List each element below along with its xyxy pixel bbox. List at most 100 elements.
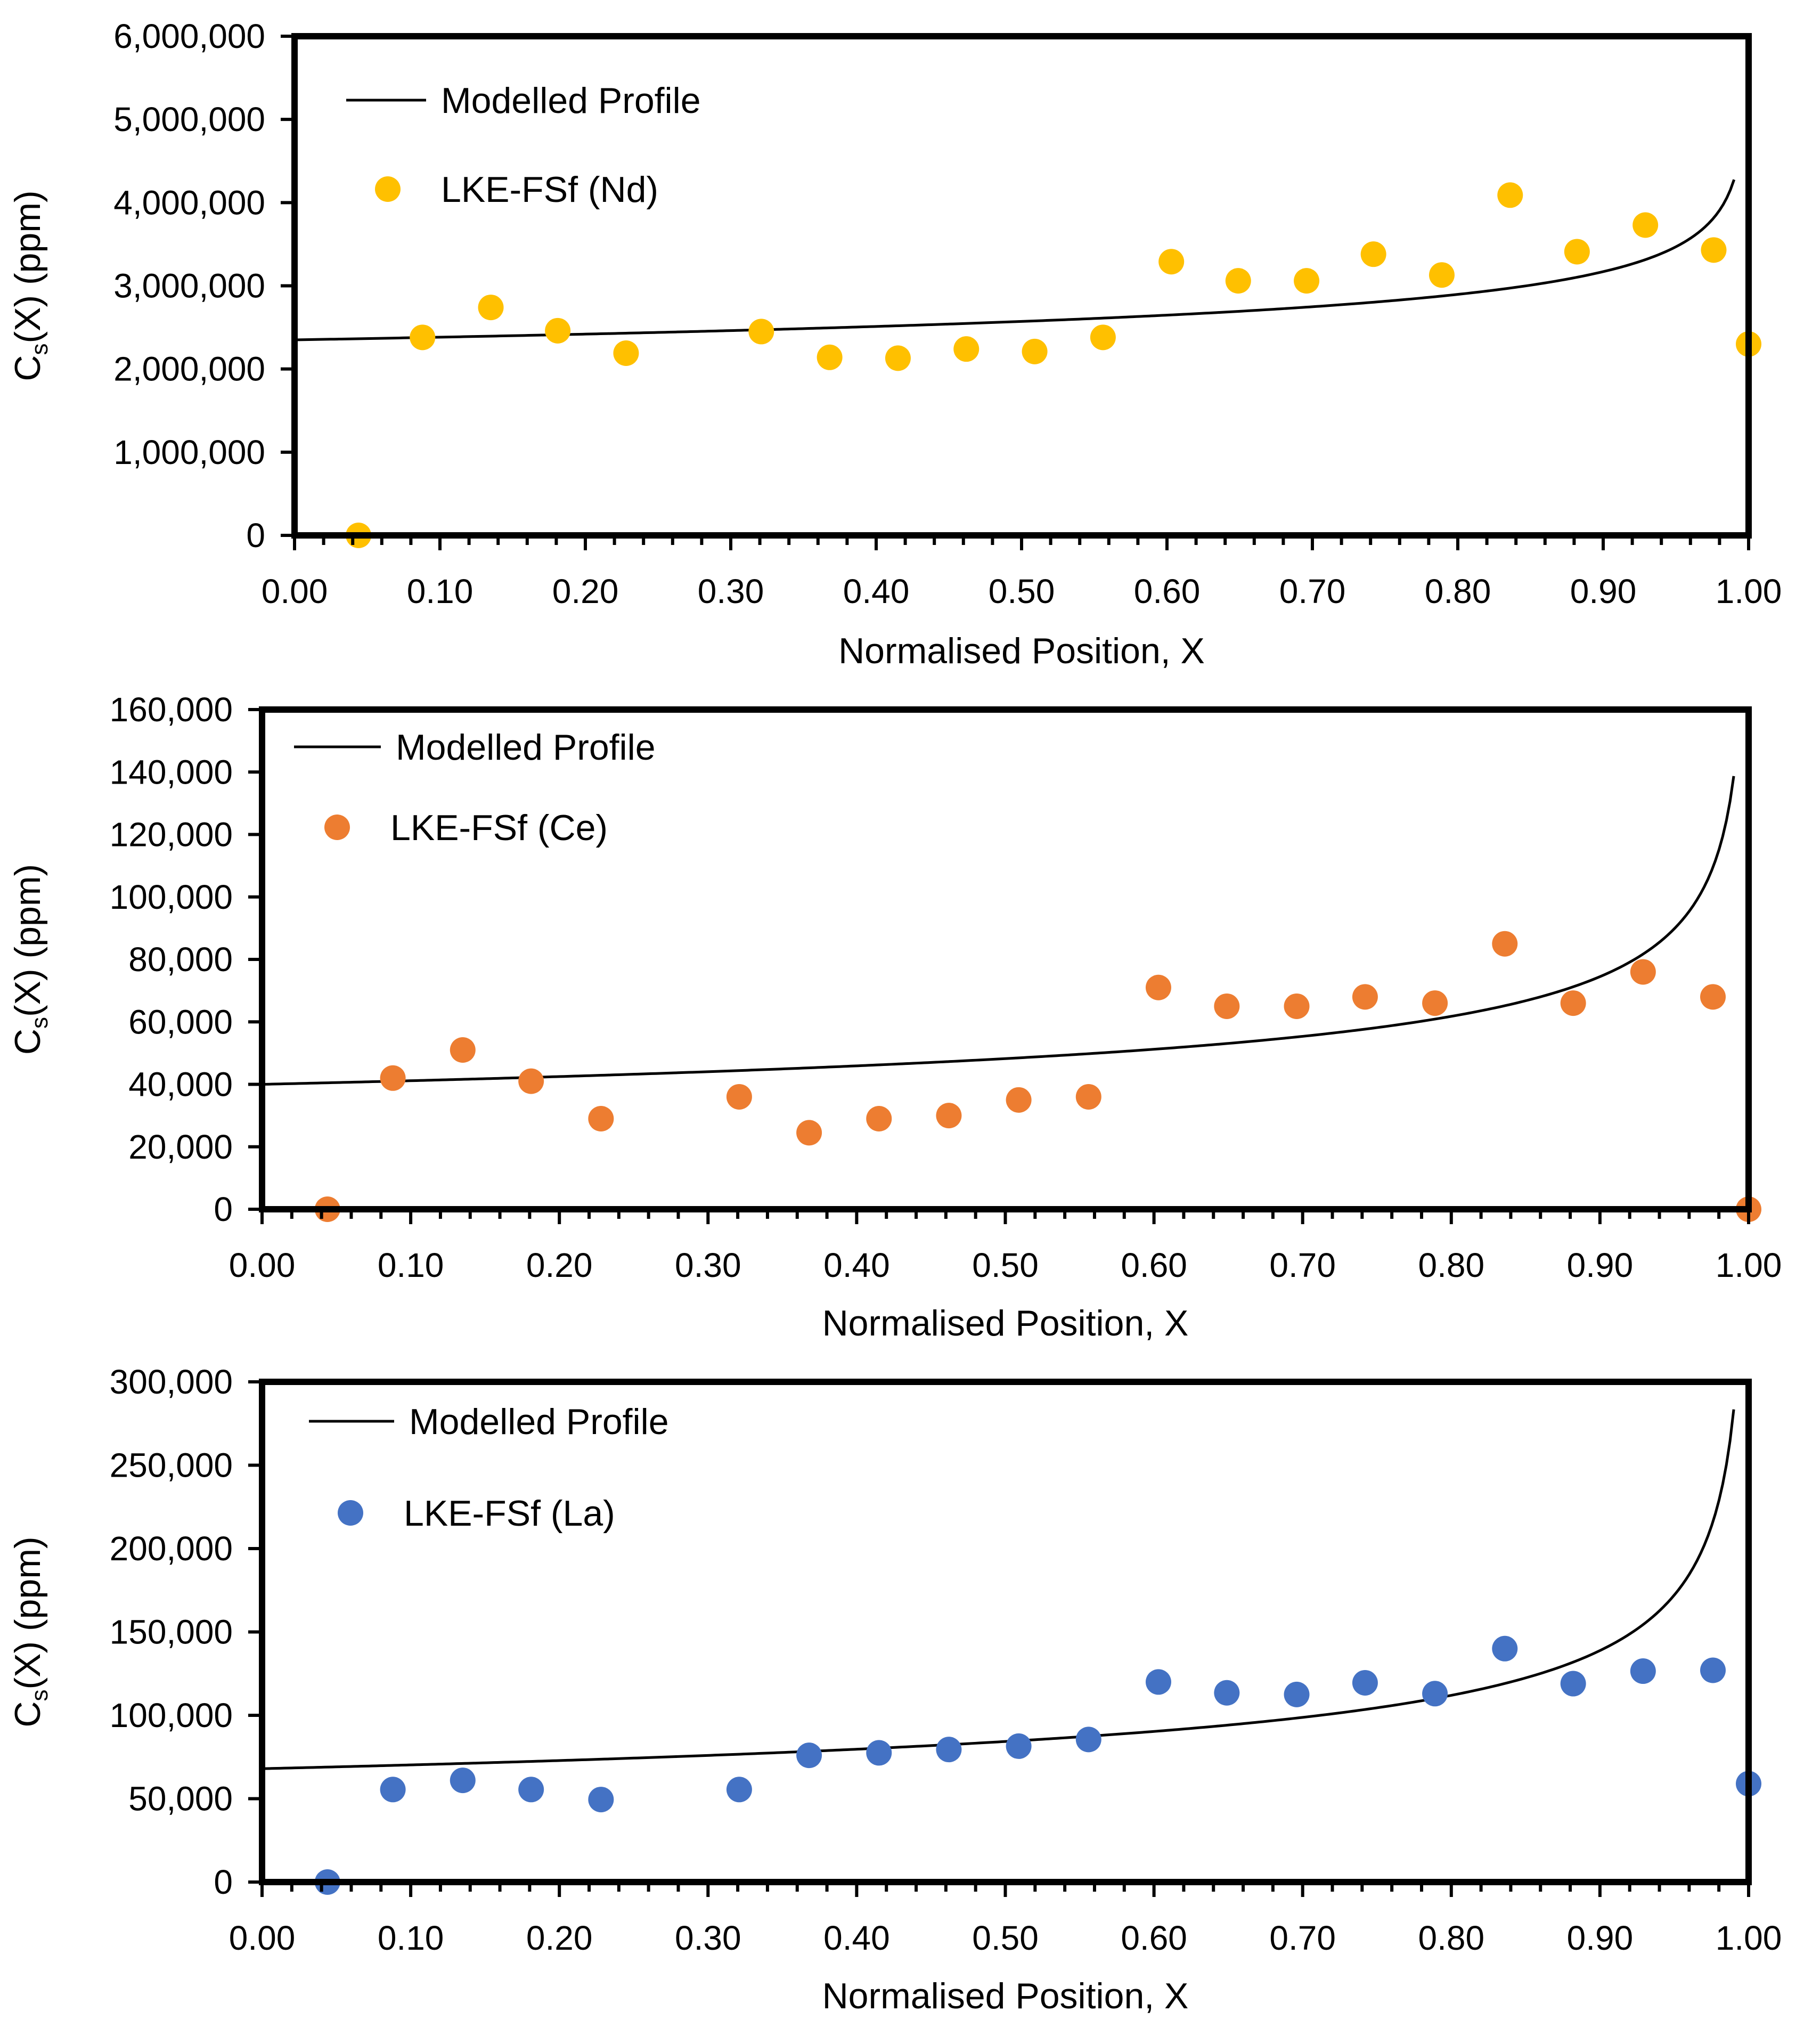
data-point [1422,990,1448,1016]
x-tick-label: 0.10 [378,1246,444,1284]
data-point [866,1740,892,1766]
x-axis-title: Normalised Position, X [822,1976,1189,2016]
data-point [1284,1681,1310,1707]
x-tick-label: 0.70 [1269,1919,1336,1957]
y-tick-label: 3,000,000 [113,267,265,305]
x-tick-label: 0.00 [262,572,328,610]
data-point [1632,212,1659,238]
y-tick-label: 200,000 [110,1529,233,1568]
y-tick-label: 140,000 [110,753,233,791]
data-point [410,324,436,351]
legend-marker [338,1500,363,1526]
chart-panel-la: 0 50,000 100,000 150,000 200,000 250,000 300,0… [7,1363,1782,2016]
plot-area-frame [259,706,1752,1212]
x-tick-label: 0.70 [1269,1246,1336,1284]
data-point [1214,993,1240,1019]
data-point [1145,1669,1171,1695]
data-point [1075,1727,1101,1753]
legend: Modelled Profile LKE-FSf (Nd) [346,80,701,210]
data-point [936,1737,962,1763]
data-point [1022,338,1048,364]
y-tick-label: 5,000,000 [113,100,265,139]
plot-area-frame [259,1379,1752,1885]
data-point [1701,237,1727,263]
data-point [588,1105,614,1131]
data-point [1560,990,1586,1016]
x-tick-label: 0.90 [1570,572,1637,610]
data-point [1360,241,1386,267]
y-tick-label: 20,000 [128,1128,233,1166]
y-tick-label: 100,000 [110,878,233,916]
data-point [953,336,979,362]
data-point [1564,239,1590,265]
x-tick-label: 1.00 [1716,1246,1782,1284]
data-point [1497,182,1523,208]
x-tick-label: 0.10 [407,572,474,610]
y-tick-label: 40,000 [128,1065,233,1104]
data-point [1700,1657,1726,1683]
data-point [450,1037,476,1063]
x-tick-label: 0.30 [698,572,764,610]
data-point [518,1068,544,1094]
data-point [726,1777,752,1803]
data-point [1090,324,1116,351]
y-axis-title: Cs(X) (ppm) [7,864,53,1055]
data-point [1145,974,1171,1000]
x-tick-label: 0.50 [989,572,1055,610]
y-tick-label: 250,000 [110,1446,233,1485]
x-tick-label: 0.10 [378,1919,444,1957]
data-point [613,340,639,366]
x-tick-label: 0.40 [823,1919,890,1957]
data-point [726,1084,752,1110]
data-point [1492,931,1518,957]
data-point [1158,249,1185,275]
x-tick-label: 0.40 [843,572,910,610]
y-tick-label: 80,000 [128,940,233,979]
data-point [1075,1084,1101,1110]
y-tick-label: 150,000 [110,1613,233,1651]
x-tick-label: 1.00 [1716,1919,1782,1957]
chart-panel-nd: 0 1,000,000 2,000,000 3,000,000 4,000,000 5,0… [7,17,1782,671]
data-point [936,1103,962,1129]
x-tick-label: 0.60 [1121,1919,1187,1957]
data-point [1294,268,1320,294]
y-axis-title: Cs(X) (ppm) [7,1536,53,1727]
y-tick-label: 50,000 [128,1780,233,1818]
data-point [1630,959,1656,985]
x-tick-label: 0.20 [526,1919,593,1957]
legend: Modelled Profile LKE-FSf (La) [309,1402,669,1534]
y-tick-label: 120,000 [110,816,233,854]
plot-area-frame [291,33,1752,539]
y-tick-label: 4,000,000 [113,183,265,222]
data-point [1428,262,1455,288]
x-tick-label: 0.90 [1567,1919,1634,1957]
data-point [1284,993,1310,1019]
legend-label-series: LKE-FSf (Nd) [441,169,658,210]
y-tick-label: 0 [246,516,265,555]
data-point [1006,1087,1032,1113]
data-point [1225,268,1251,294]
x-tick-label: 0.50 [972,1919,1039,1957]
x-tick-label: 0.30 [675,1246,741,1284]
x-tick-label: 0.70 [1279,572,1346,610]
legend-marker [375,176,401,202]
chart-panel-ce: 0 20,000 40,000 60,000 80,000 100,000 120,000 1… [7,690,1782,1343]
modelled-profile-line [294,179,1736,341]
data-point [380,1065,406,1091]
x-tick-label: 0.00 [229,1246,296,1284]
legend: Modelled Profile LKE-FSf (Ce) [294,727,656,848]
x-tick-label: 0.60 [1134,572,1201,610]
y-tick-label: 0 [214,1190,233,1228]
x-tick-label: 1.00 [1716,572,1782,610]
data-point [1560,1671,1586,1697]
x-tick-label: 0.20 [552,572,619,610]
data-point [450,1768,476,1794]
data-point [1006,1733,1032,1759]
data-point [518,1777,544,1803]
legend-label-model: Modelled Profile [396,727,656,768]
data-point [796,1742,822,1769]
data-point [817,344,843,370]
y-tick-label: 100,000 [110,1696,233,1734]
data-point [866,1105,892,1131]
